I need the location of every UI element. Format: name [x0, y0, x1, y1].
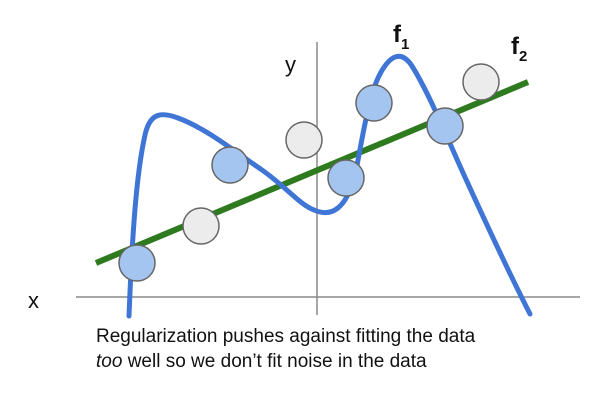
- f1-label: f1: [393, 21, 409, 53]
- data-point-gray: [462, 63, 500, 101]
- y-axis-label: y: [285, 52, 296, 77]
- f1-curve: [126, 53, 533, 319]
- caption: Regularization pushes against fitting th…: [96, 324, 576, 374]
- data-points: [118, 63, 500, 282]
- caption-emphasis: too: [96, 351, 123, 372]
- caption-line-2: too well so we don’t fit noise in the da…: [96, 349, 576, 374]
- f2-label: f2: [511, 33, 527, 65]
- caption-line-2-rest: well so we don’t fit noise in the data: [122, 351, 427, 372]
- data-point-gray: [285, 121, 323, 159]
- data-point-gray: [182, 207, 220, 245]
- data-point-blue: [211, 146, 249, 184]
- f2-subscript: 2: [519, 48, 527, 65]
- data-point-blue: [118, 244, 156, 282]
- data-point-blue: [355, 84, 393, 122]
- data-point-blue: [426, 107, 464, 145]
- data-point-blue: [327, 159, 365, 197]
- x-axis-label: x: [28, 288, 39, 313]
- caption-line-1: Regularization pushes against fitting th…: [96, 326, 476, 347]
- f1-subscript: 1: [401, 36, 409, 53]
